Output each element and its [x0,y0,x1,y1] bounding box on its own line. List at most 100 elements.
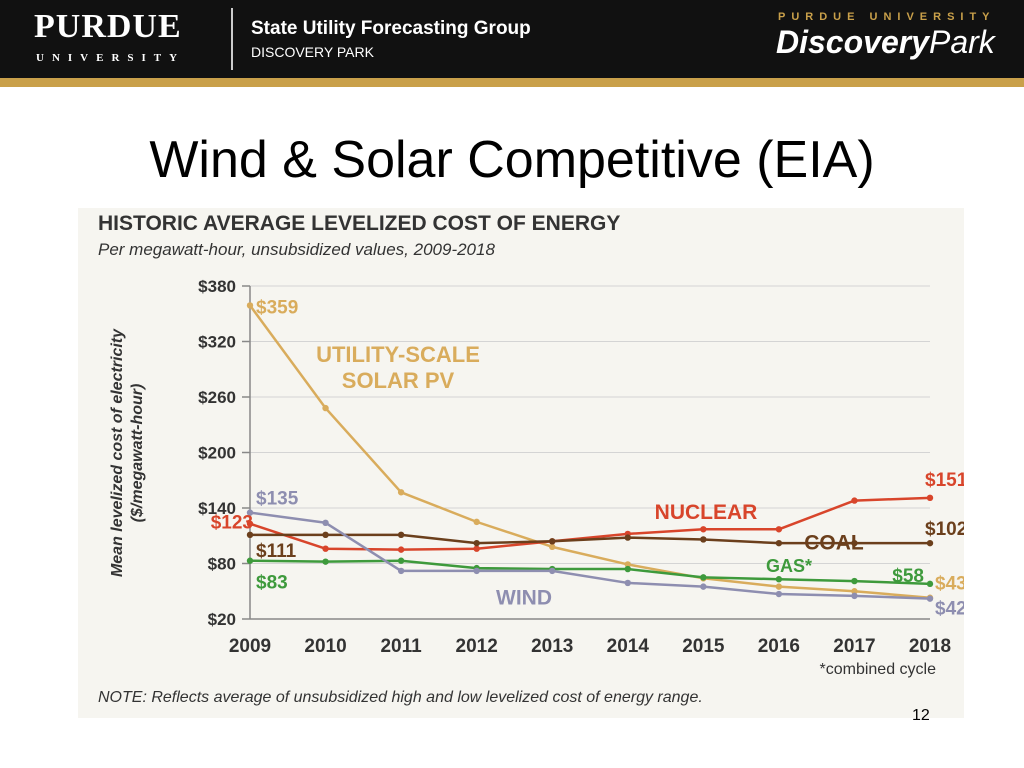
data-point-utility-scale-solar-pv [246,302,254,309]
series-line-gas [249,559,931,586]
group-subtitle: DISCOVERY PARK [251,44,374,60]
solar-series-label-line1: UTILITY-SCALE [316,342,480,367]
data-point-gas [246,557,254,564]
gas-end-label: $58 [892,566,924,587]
x-tick-label: 2015 [682,636,725,657]
data-point-nuclear [397,546,405,553]
coal-start-label: $111 [256,541,297,562]
x-tick-label: 2014 [607,636,650,657]
y-tick-label: $320 [198,333,236,352]
y-tick-label: $380 [198,277,236,296]
wind-series-label: WIND [496,587,552,610]
data-point-wind [322,519,329,526]
x-tick-label: 2010 [304,636,346,657]
group-title: State Utility Forecasting Group [251,18,531,39]
data-point-nuclear [851,497,858,504]
nuclear-start-label: $123 [211,513,253,534]
solar-series-label-line2: SOLAR PV [342,368,455,393]
gas-series-label: GAS* [766,556,812,576]
data-point-wind [775,590,783,598]
data-point-utility-scale-solar-pv [775,583,783,590]
series-line-utility-scale-solar-pv [248,304,931,599]
nuclear-end-label: $151 [925,470,964,491]
purdue-logo-university: UNIVERSITY [36,52,186,64]
data-point-wind [549,567,556,575]
chart-note: NOTE: Reflects average of unsubsidized h… [98,689,703,706]
data-point-nuclear [700,526,707,533]
data-point-gas [624,565,631,573]
header-gold-rule [0,78,1024,87]
coal-series-label: COAL [804,531,864,554]
data-point-coal [246,531,254,539]
data-point-utility-scale-solar-pv [851,588,858,595]
data-point-gas [926,580,934,588]
data-point-wind [624,579,631,587]
y-tick-label: $260 [198,388,236,407]
y-axis-label-line1: Mean levelized cost of electricity [109,328,126,577]
data-point-gas [322,558,329,565]
y-tick-label: $200 [198,444,236,463]
dp-logo-main: Discovery [776,24,929,60]
data-point-utility-scale-solar-pv [549,543,556,551]
data-point-gas [851,577,858,585]
header-divider [231,8,233,70]
x-tick-label: 2018 [909,636,951,657]
x-footnote: *combined cycle [820,661,937,678]
data-point-coal [624,534,631,541]
chart-title: HISTORIC AVERAGE LEVELIZED COST OF ENERG… [98,212,620,235]
data-point-utility-scale-solar-pv [397,489,405,496]
lcoe-line-chart: HISTORIC AVERAGE LEVELIZED COST OF ENERG… [98,212,968,706]
series-line-nuclear [249,496,931,551]
discovery-park-logo: DiscoveryPark [776,24,995,61]
data-point-coal [473,539,480,547]
y-axis-label-line2: ($/megawatt-hour) [129,384,146,523]
data-point-nuclear [926,494,934,502]
data-point-wind [397,567,405,575]
dp-university-label: PURDUE UNIVERSITY [778,11,996,23]
data-point-wind [700,583,707,590]
data-point-gas [775,576,783,583]
data-point-coal [700,536,707,543]
data-point-nuclear [322,545,329,552]
x-tick-label: 2017 [833,636,875,657]
data-point-coal [549,538,556,545]
purdue-logo: PURDUE [34,8,182,45]
wind-start-label: $135 [256,489,299,510]
data-point-gas [700,574,707,581]
x-tick-label: 2009 [229,636,271,657]
data-point-wind [246,509,254,516]
wind-end-label: $42 [935,599,964,620]
data-point-nuclear [246,520,254,527]
data-point-wind [926,595,934,602]
x-tick-label: 2016 [758,636,800,657]
data-point-gas [397,557,405,564]
solar-start-label: $359 [256,297,298,318]
data-point-coal [926,539,934,547]
coal-end-label: $102 [925,519,964,540]
nuclear-series-label: NUCLEAR [655,501,758,524]
data-point-utility-scale-solar-pv [624,561,631,568]
header-bar [0,0,1024,78]
chart-panel: HISTORIC AVERAGE LEVELIZED COST OF ENERG… [78,208,968,718]
y-tick-label: $140 [198,499,236,518]
dp-logo-tail: Park [928,24,995,60]
series-line-wind [249,511,931,600]
y-tick-label: $20 [208,610,236,629]
chart-subtitle: Per megawatt-hour, unsubsidized values, … [98,240,495,259]
x-tick-label: 2013 [531,636,573,657]
slide-title: Wind & Solar Competitive (EIA) [149,131,875,189]
x-tick-label: 2012 [456,636,498,657]
data-point-coal [322,531,329,539]
solar-end-label: $43 [935,574,964,595]
data-point-nuclear [775,526,783,533]
data-point-coal [775,539,783,547]
gas-start-label: $83 [256,573,288,594]
data-point-coal [851,539,858,547]
data-point-utility-scale-solar-pv [473,518,480,526]
data-point-wind [851,592,858,600]
x-tick-label: 2011 [380,636,422,657]
y-tick-label: $80 [208,555,236,574]
data-point-wind [473,567,480,575]
series-line-coal [250,533,930,545]
page-number: 12 [912,707,930,724]
